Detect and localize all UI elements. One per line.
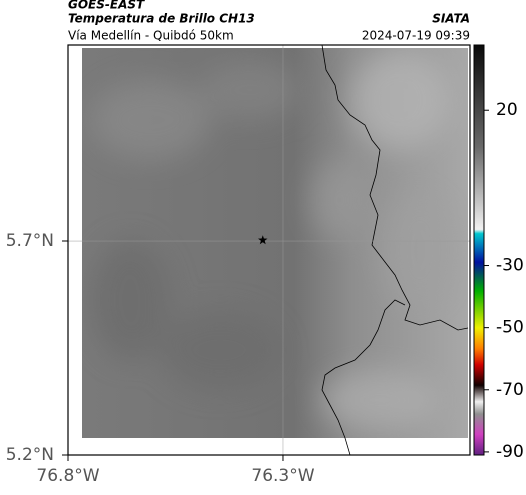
colorbar-tick-label: 20 — [496, 100, 518, 120]
colorbar-tick-label: -70 — [496, 380, 524, 400]
x-tick-label: 76.8°W — [36, 466, 99, 486]
map-frame — [67, 44, 471, 456]
colorbar-tick-label: -50 — [496, 318, 524, 338]
colorbar — [473, 44, 485, 456]
colorbar-tick-label: -30 — [496, 256, 524, 276]
y-tick-label: 5.7°N — [6, 231, 54, 251]
product: Temperatura de Brillo CH13 — [68, 12, 255, 26]
satellite-image — [82, 48, 468, 438]
boundary — [321, 44, 469, 456]
x-tick-label: 76.3°W — [251, 466, 314, 486]
timestamp: 2024-07-19 09:39 — [362, 29, 470, 43]
agency: GOES-EAST — [68, 0, 145, 12]
route: Vía Medellín - Quibdó 50km — [68, 29, 234, 43]
org: SIATA — [432, 12, 470, 26]
colorbar-tick-label: -90 — [496, 442, 524, 462]
location-marker — [258, 235, 268, 245]
y-tick-label: 5.2°N — [6, 445, 54, 465]
